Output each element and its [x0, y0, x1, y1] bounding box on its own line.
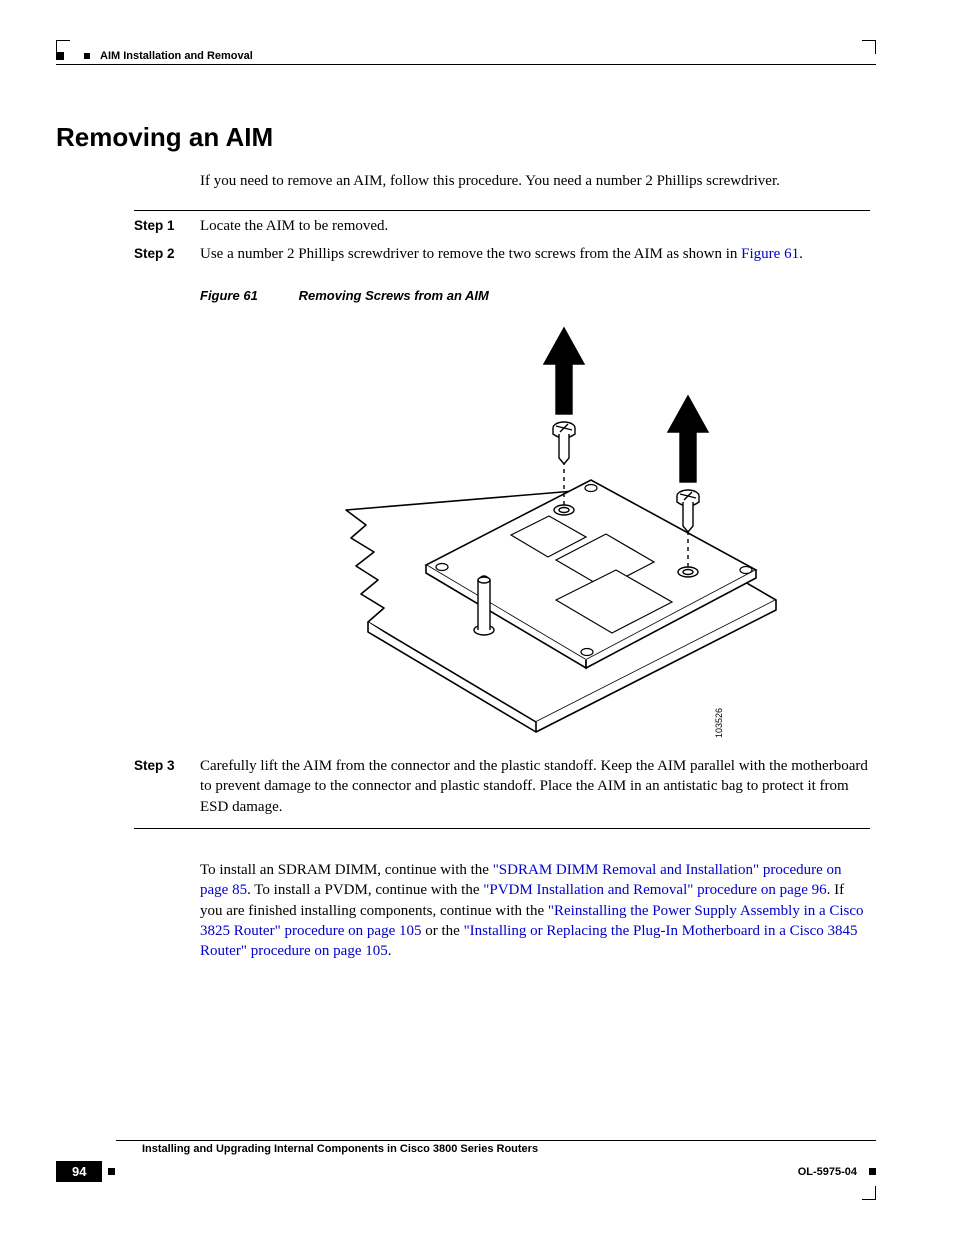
step2-before: Use a number 2 Phillips screwdriver to r… — [200, 246, 741, 262]
step-text: Use a number 2 Phillips screwdriver to r… — [200, 244, 870, 264]
page-number-wrap: 94 — [56, 1161, 115, 1182]
footer-rule — [116, 1140, 876, 1141]
figure-diagram: 103526 — [256, 310, 816, 770]
step3-block: Step 3 Carefully lift the AIM from the c… — [134, 756, 870, 825]
figure-ref-id: 103526 — [714, 708, 724, 738]
steps-block: Step 1 Locate the AIM to be removed. Ste… — [134, 216, 870, 273]
step2-after: . — [799, 246, 803, 262]
step-text: Carefully lift the AIM from the connecto… — [200, 756, 870, 817]
running-head: AIM Installation and Removal — [56, 50, 876, 65]
decor-square — [869, 1168, 876, 1175]
closing-t6: or the — [421, 923, 463, 939]
step-label: Step 3 — [134, 756, 200, 817]
page-footer: Installing and Upgrading Internal Compon… — [56, 1140, 876, 1182]
intro-paragraph: If you need to remove an AIM, follow thi… — [200, 172, 870, 192]
footer-title: Installing and Upgrading Internal Compon… — [142, 1143, 876, 1155]
figure-link[interactable]: Figure 61 — [741, 246, 799, 262]
section-heading: Removing an AIM — [56, 122, 273, 153]
divider — [134, 828, 870, 829]
step-row: Step 3 Carefully lift the AIM from the c… — [134, 756, 870, 817]
doc-id: OL-5975-04 — [798, 1166, 857, 1178]
closing-t8: . — [388, 943, 392, 959]
step-row: Step 1 Locate the AIM to be removed. — [134, 216, 870, 236]
crop-mark — [862, 1186, 876, 1200]
xref-link[interactable]: "PVDM Installation and Removal" procedur… — [483, 882, 826, 898]
closing-t2: . To install a PVDM, continue with the — [247, 882, 483, 898]
figure-number: Figure 61 — [200, 288, 295, 303]
closing-t0: To install an SDRAM DIMM, continue with … — [200, 862, 493, 878]
step-label: Step 1 — [134, 216, 200, 236]
step-text: Locate the AIM to be removed. — [200, 216, 870, 236]
doc-id-wrap: OL-5975-04 — [798, 1166, 876, 1178]
closing-paragraph: To install an SDRAM DIMM, continue with … — [200, 860, 870, 961]
decor-square — [84, 53, 90, 59]
decor-square — [108, 1168, 115, 1175]
page: AIM Installation and Removal Removing an… — [56, 40, 876, 1200]
running-head-text: AIM Installation and Removal — [100, 50, 253, 62]
figure-title: Removing Screws from an AIM — [299, 288, 489, 303]
step-row: Step 2 Use a number 2 Phillips screwdriv… — [134, 244, 870, 264]
decor-square — [56, 52, 64, 60]
figure-caption: Figure 61 Removing Screws from an AIM — [200, 288, 489, 303]
divider — [134, 210, 870, 211]
page-number: 94 — [56, 1161, 102, 1182]
step-label: Step 2 — [134, 244, 200, 264]
